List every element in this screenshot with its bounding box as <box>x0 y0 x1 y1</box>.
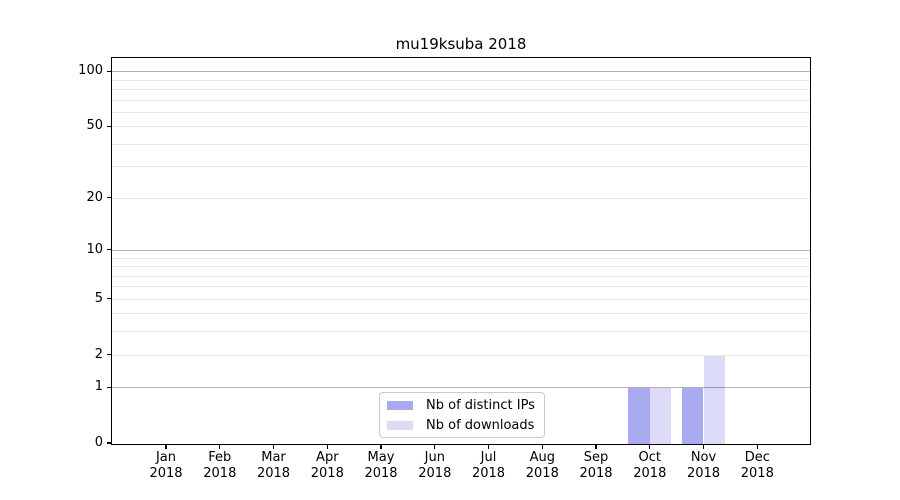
y-gridline-minor-20 <box>112 197 810 199</box>
y-tick-label-1: 1 <box>94 379 103 395</box>
y-tick-label-2: 2 <box>94 346 103 362</box>
x-tick-year: 2018 <box>256 465 291 481</box>
x-tick-year: 2018 <box>633 465 667 481</box>
x-tick-label-dec-2018: Dec 2018 <box>724 450 790 481</box>
x-tick-label-aug-2018: Aug 2018 <box>509 450 575 481</box>
x-tick-label-jun-2018: Jun 2018 <box>402 450 468 481</box>
x-tick-label-oct-2018: Oct 2018 <box>617 450 683 481</box>
x-tick-month: May <box>367 450 395 465</box>
y-gridline-minor-90 <box>112 79 810 81</box>
x-tick-year: 2018 <box>686 465 721 481</box>
x-tick-year: 2018 <box>310 465 344 481</box>
y-gridline-minor-40 <box>112 143 810 145</box>
x-tick-year: 2018 <box>740 465 774 481</box>
grid-layer <box>112 58 810 444</box>
y-gridline-minor-5 <box>112 298 810 300</box>
y-gridline-minor-80 <box>112 89 810 90</box>
x-tick-label-jan-2018: Jan 2018 <box>133 450 199 481</box>
y-tick-label-5: 5 <box>94 290 103 306</box>
bars-layer <box>112 58 810 444</box>
legend-label-downloads: Nb of downloads <box>426 417 535 433</box>
y-gridline-minor-8 <box>112 266 810 267</box>
y-tick-label-100: 100 <box>78 63 103 79</box>
legend-swatch-distinct-ips-icon <box>387 400 413 410</box>
bar-nb-of-distinct-ips-nov-2018 <box>682 388 704 444</box>
x-tick-year: 2018 <box>525 465 559 481</box>
x-tick-month: Dec <box>744 450 770 465</box>
legend-swatch-downloads-icon <box>387 420 413 430</box>
y-gridline-minor-7 <box>112 275 810 277</box>
x-tick-month: Feb <box>208 450 232 465</box>
y-tick-label-50: 50 <box>86 118 103 134</box>
y-gridline-minor-3 <box>112 331 810 333</box>
legend-item-downloads: Nb of downloads <box>387 417 544 434</box>
x-tick-label-nov-2018: Nov 2018 <box>671 450 737 481</box>
x-tick-month: Oct <box>638 450 662 465</box>
bar-nb-of-downloads-oct-2018 <box>649 388 672 444</box>
legend-label-distinct-ips: Nb of distinct IPs <box>426 397 535 413</box>
x-tick-label-feb-2018: Feb 2018 <box>187 450 253 481</box>
y-tick-label-20: 20 <box>86 189 103 205</box>
y-gridline-minor-70 <box>112 99 810 101</box>
legend: Nb of distinct IPs Nb of downloads <box>379 392 545 438</box>
y-gridline-minor-60 <box>112 111 810 113</box>
x-tick-label-mar-2018: Mar 2018 <box>241 450 307 481</box>
y-gridline-major-100 <box>112 71 810 73</box>
y-gridline-major-10 <box>112 249 810 251</box>
x-tick-month: Sep <box>583 450 609 465</box>
x-tick-year: 2018 <box>203 465 237 481</box>
y-tick-label-10: 10 <box>86 241 103 257</box>
x-tick-year: 2018 <box>418 465 452 481</box>
y-gridline-minor-50 <box>112 126 810 128</box>
x-tick-year: 2018 <box>149 465 183 481</box>
legend-item-distinct-ips: Nb of distinct IPs <box>387 397 544 414</box>
x-tick-month: Apr <box>316 450 339 465</box>
y-gridline-major-1 <box>112 387 810 389</box>
y-tick-label-0: 0 <box>94 435 103 450</box>
x-tick-month: Aug <box>529 450 555 465</box>
x-tick-month: Nov <box>690 450 717 465</box>
x-tick-month: Mar <box>261 450 286 465</box>
plot-area <box>111 57 811 445</box>
x-tick-label-jul-2018: Jul 2018 <box>456 450 522 481</box>
x-tick-year: 2018 <box>579 465 613 481</box>
x-tick-label-apr-2018: Apr 2018 <box>294 450 360 481</box>
y-gridline-minor-2 <box>112 354 810 356</box>
y-gridline-minor-6 <box>112 286 810 288</box>
y-gridline-minor-9 <box>112 257 810 259</box>
x-tick-month: Jan <box>155 450 177 465</box>
x-tick-label-sep-2018: Sep 2018 <box>563 450 629 481</box>
bar-nb-of-distinct-ips-oct-2018 <box>628 388 650 444</box>
x-tick-year: 2018 <box>471 465 506 481</box>
x-tick-year: 2018 <box>364 465 398 481</box>
x-tick-month: Jun <box>424 450 445 465</box>
x-tick-month: Jul <box>480 450 497 465</box>
chart-title: mu19ksuba 2018 <box>395 35 527 53</box>
y-gridline-minor-30 <box>112 166 810 168</box>
bar-nb-of-downloads-nov-2018 <box>703 355 725 444</box>
y-gridline-minor-4 <box>112 313 810 315</box>
x-tick-label-may-2018: May 2018 <box>348 450 414 481</box>
